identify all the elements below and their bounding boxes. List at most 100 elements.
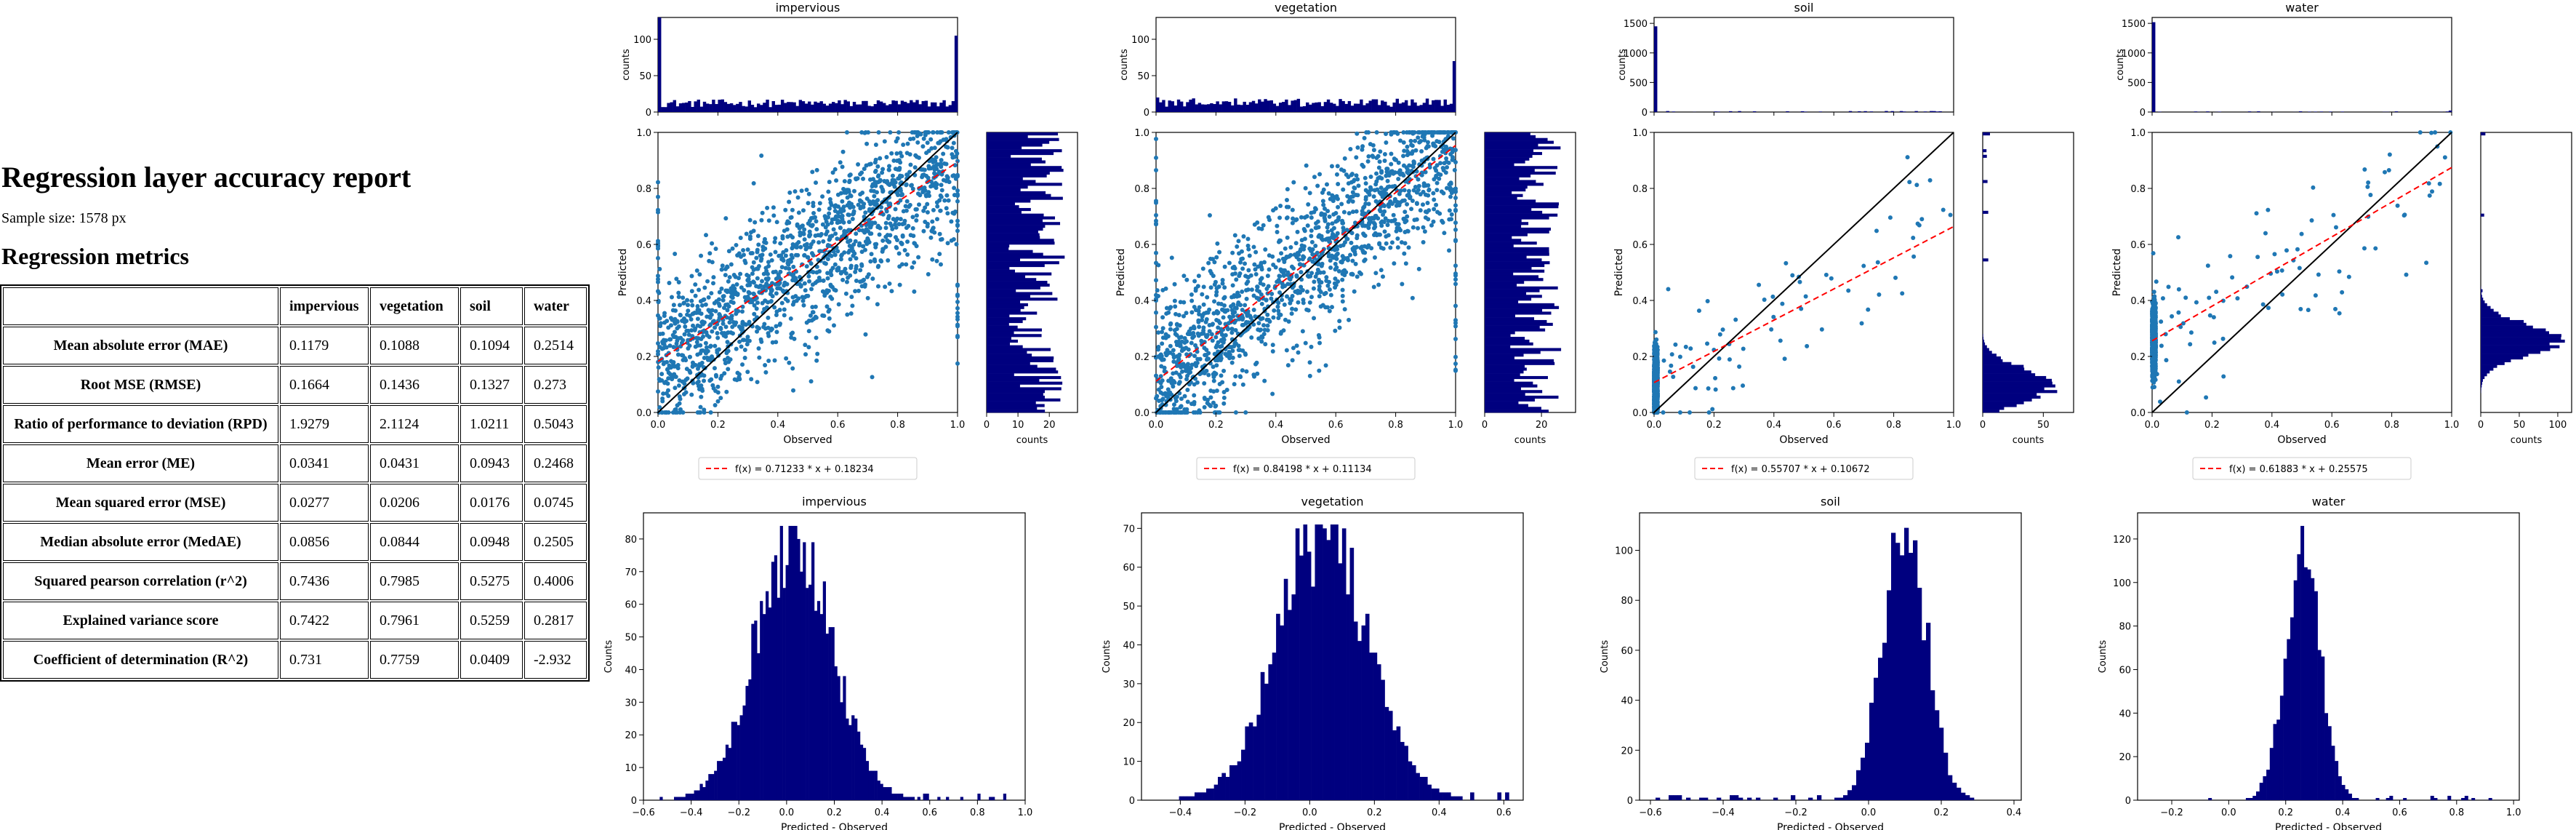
scatter-point	[1253, 267, 1258, 272]
scatter-point	[715, 350, 720, 355]
top-hist-bar	[658, 17, 662, 112]
top-hist-bar	[1339, 99, 1342, 112]
scatter-point	[851, 249, 856, 254]
scatter-point	[904, 199, 910, 204]
residual-bar	[679, 797, 683, 800]
scatter-point	[1229, 304, 1234, 309]
scatter-point	[1157, 399, 1162, 404]
top-hist-bar	[1672, 111, 1676, 112]
scatter-point	[1368, 142, 1373, 147]
scatter-point	[838, 257, 843, 262]
scatter-point	[907, 169, 912, 175]
scatter-point	[854, 231, 859, 236]
scatter-point	[1177, 380, 1182, 385]
top-hist-bar	[867, 105, 871, 112]
right-hist-bar	[987, 177, 1023, 180]
residual-ytick: 80	[625, 535, 637, 546]
scatter-point	[1251, 322, 1256, 327]
scatter-point	[790, 207, 795, 212]
scatter-point	[1316, 332, 1321, 338]
scatter-point	[1309, 228, 1314, 233]
metric-value: 0.7436	[280, 562, 369, 600]
scatter-point	[1192, 382, 1197, 387]
top-hist-bar	[1914, 111, 1918, 112]
residual-xtick: 0.0	[779, 807, 795, 818]
scatter-point	[773, 236, 778, 241]
scatter-point	[853, 176, 858, 181]
scatter-point	[951, 173, 956, 178]
scatter-point	[1313, 243, 1318, 248]
scatter-point	[918, 131, 923, 136]
scatter-point	[928, 235, 934, 240]
scatter-point	[1380, 274, 1385, 279]
scatter-point	[1212, 260, 1217, 265]
residual-bar	[1470, 792, 1474, 800]
top-hist-bar	[1326, 99, 1331, 112]
scatter-point	[931, 130, 936, 135]
scatter-point	[1431, 156, 1436, 161]
scatter-point	[1453, 271, 1458, 276]
top-hist-bar	[769, 107, 772, 112]
scatter-point	[1337, 319, 1342, 324]
right-hist-bar	[1485, 325, 1540, 329]
scatter-point	[939, 194, 944, 199]
scatter-point	[857, 198, 862, 203]
scatter-point	[1349, 180, 1354, 185]
scatter-point	[760, 252, 765, 258]
scatter-point	[1216, 319, 1221, 324]
scatter-point	[894, 245, 899, 250]
top-hist-bar	[1231, 105, 1235, 112]
scatter-point	[667, 280, 672, 285]
scatter-point	[1232, 264, 1237, 269]
scatter-point	[656, 365, 661, 370]
scatter-point	[847, 248, 852, 253]
right-hist-bar	[987, 375, 1062, 380]
right-hist-bar	[987, 225, 1046, 228]
scatter-ytick: 0.2	[636, 352, 651, 363]
residual-bar	[1396, 726, 1401, 800]
scatter-point	[1392, 261, 1397, 266]
scatter-point	[870, 276, 875, 282]
row-label: Mean error (ME)	[3, 444, 278, 482]
scatter-point	[1340, 299, 1345, 304]
right-hist-bar	[987, 242, 1055, 245]
right-hist-bar	[1485, 261, 1550, 265]
top-hist-bar	[1353, 103, 1357, 112]
scatter-point	[656, 341, 660, 346]
scatter-point	[1173, 304, 1178, 309]
scatter-point	[1184, 277, 1189, 282]
top-hist-bar	[954, 36, 958, 112]
scatter-point	[1272, 308, 1277, 313]
right-hist-bar	[1485, 188, 1526, 192]
scatter-xtick: 0.4	[1268, 420, 1283, 431]
scatter-point	[710, 241, 715, 246]
scatter-point	[830, 170, 835, 175]
scatter-point	[1405, 228, 1410, 234]
scatter-point	[781, 290, 786, 295]
right-hist-bar	[987, 239, 1054, 242]
scatter-point	[1362, 135, 1367, 140]
right-hist-bar	[1485, 135, 1536, 138]
residual-bar	[717, 761, 721, 800]
scatter-point	[681, 391, 686, 396]
scatter-point	[1259, 339, 1264, 344]
scatter-ytick: 0.6	[636, 240, 651, 251]
scatter-point	[1376, 282, 1381, 287]
scatter-point	[1367, 222, 1372, 227]
residual-bar	[1338, 563, 1343, 800]
residual-bar	[871, 770, 875, 800]
scatter-point	[765, 271, 770, 276]
right-hist-bar	[987, 359, 1054, 362]
top-hist-bar	[1443, 99, 1447, 112]
scatter-point	[905, 252, 910, 258]
top-hist-bar	[1285, 99, 1288, 112]
scatter-point	[783, 207, 788, 212]
scatter-point	[785, 227, 790, 232]
scatter-point	[656, 246, 660, 251]
scatter-point	[813, 215, 818, 220]
right-hist-bar	[987, 199, 1031, 203]
right-hist-bar	[987, 227, 1043, 231]
scatter-point	[1328, 266, 1333, 271]
right-hist-bar	[987, 322, 1009, 326]
scatter-point	[713, 246, 718, 251]
